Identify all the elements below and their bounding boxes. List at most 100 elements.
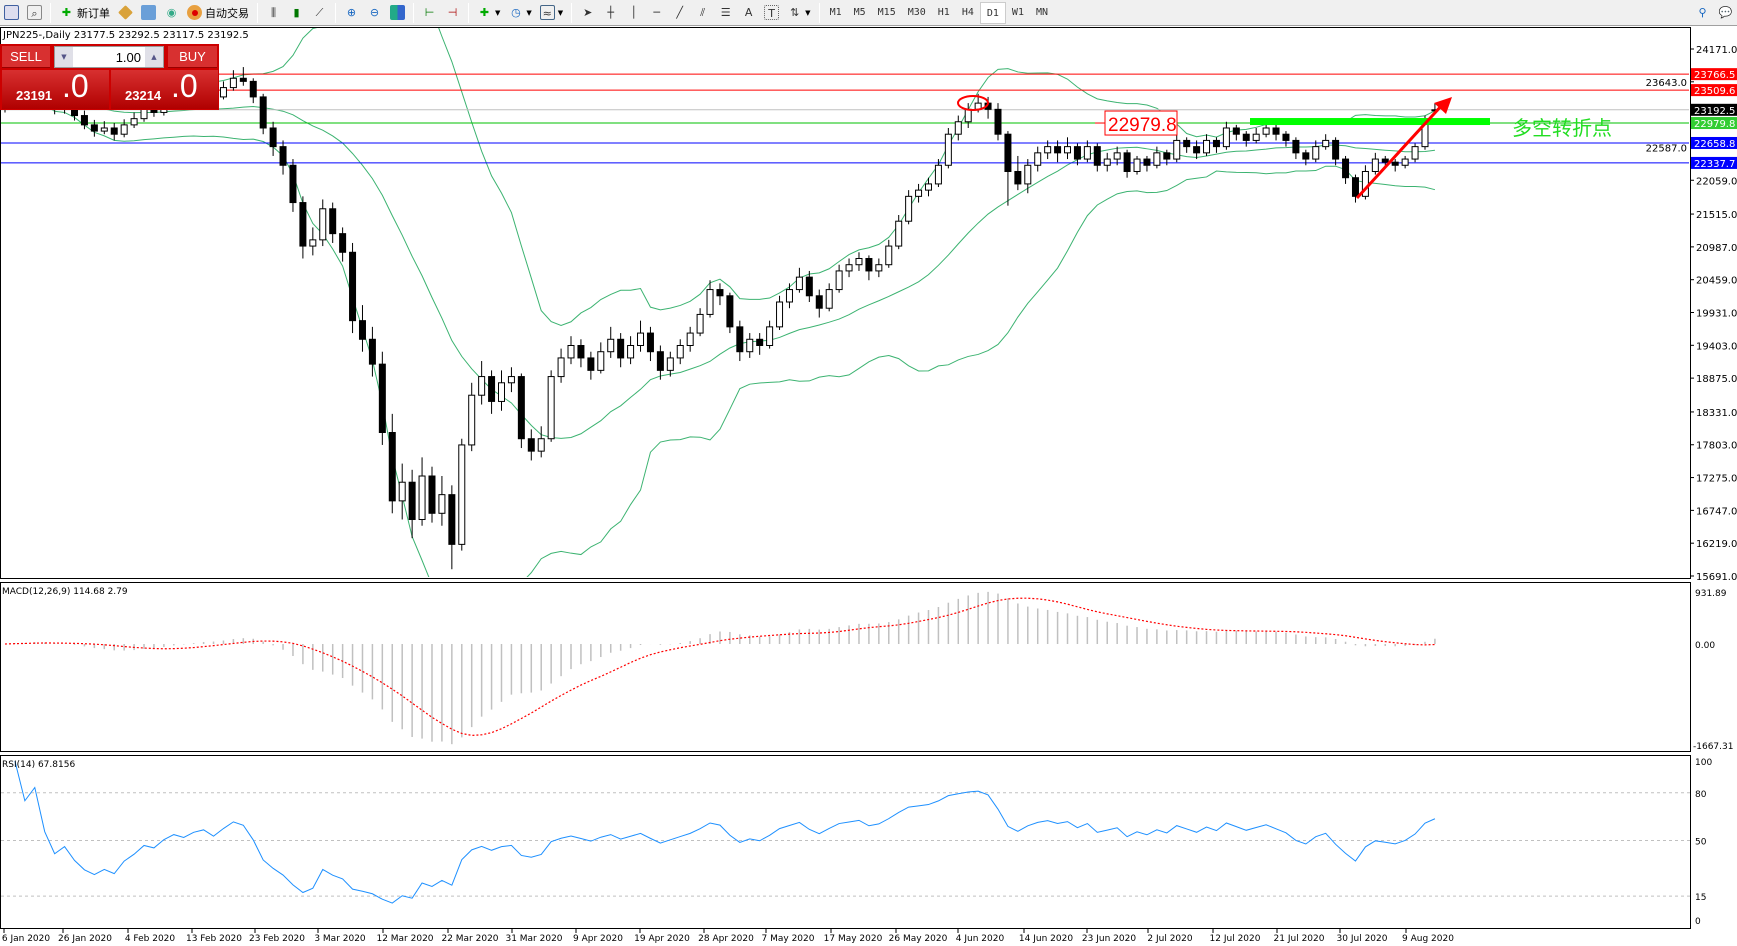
date-label: 13 Feb 2020 [186,934,242,944]
buy-button[interactable]: BUY [168,46,217,68]
periods-button[interactable]: ◷ ▼ [504,2,535,24]
sell-button[interactable]: SELL [2,46,50,68]
candle [378,351,386,445]
chat-button[interactable]: 💬 [1714,2,1737,24]
zoom-out-button[interactable]: ⊖ [363,2,386,24]
timeframe-m30[interactable]: M30 [907,6,926,18]
timeframe-d1[interactable]: D1 [979,1,1006,24]
arrow-head-icon [1434,97,1452,114]
candle-body [855,257,863,266]
crosshair-button[interactable]: ┼ [599,2,622,24]
market-watch-button[interactable] [0,2,23,24]
candle-body [120,124,128,135]
candle [1054,140,1062,163]
date-label: 26 May 2020 [889,934,948,944]
date-label: 22 Mar 2020 [441,934,498,944]
price-level-label: 22979.8 [1694,119,1735,130]
bollinger-lower-band [4,102,1436,577]
volume-increase-button[interactable]: ▲ [145,47,163,67]
candle [696,308,704,337]
volume-input[interactable] [73,49,145,65]
auto-trading-label: 自动交易 [205,6,249,20]
candle-body [130,118,138,126]
new-order-button[interactable]: ✚ 新订单 [55,2,114,24]
candle-body [915,189,923,197]
timeframe-m1[interactable]: M1 [829,6,842,18]
candle [488,370,496,414]
timeframe-h4[interactable]: H4 [961,6,974,18]
timeframe-w1[interactable]: W1 [1011,6,1024,18]
rsi-tick-label: 80 [1695,790,1707,800]
date-label: 7 May 2020 [762,934,815,944]
candle-body [954,121,962,135]
candle-body [964,108,972,123]
candle [577,339,585,368]
channel-button[interactable]: ⫽ [691,2,714,24]
navigator-button[interactable]: ⌕ [23,2,46,24]
timeframe-mn[interactable]: MN [1035,6,1049,18]
arrows-button[interactable]: ⇅ ▼ [783,2,814,24]
candle [1312,140,1320,163]
text-button[interactable]: A [737,2,760,24]
candle-body [686,332,694,346]
terminal-button[interactable] [137,2,160,24]
search-button[interactable]: ⚲ [1691,2,1714,24]
candle [1034,146,1042,172]
candlestick-button[interactable]: ▮ [285,2,308,24]
candle-body [1391,161,1399,166]
auto-trading-button[interactable]: 自动交易 [183,2,253,24]
signals-button[interactable]: ◉ [160,2,183,24]
trendline-icon: ╱ [676,6,683,19]
candle-body [656,351,664,371]
templates-button[interactable]: ≈ ▼ [536,2,567,24]
candle [895,214,903,250]
timeframe-m15[interactable]: M15 [877,6,896,18]
candle-body [100,127,108,132]
candle-body [1342,158,1350,179]
new-order-label: 新订单 [77,6,110,20]
tile-windows-button[interactable] [386,2,409,24]
candle [617,333,625,368]
text-label-icon: T [764,5,780,20]
candle [1332,137,1340,166]
timeframe-h1[interactable]: H1 [937,6,950,18]
buy-price-button[interactable]: 23214 .0 [111,68,218,109]
vertical-line-button[interactable]: │ [622,2,645,24]
rsi-line [14,760,1436,904]
zoom-in-button[interactable]: ⊕ [340,2,363,24]
candle-body [1113,152,1121,160]
sell-price-button[interactable]: 23191 .0 [2,68,109,109]
search-icon: ⚲ [1698,6,1707,19]
candle-body [1212,139,1220,148]
date-label: 9 Aug 2020 [1402,934,1454,944]
candle [299,196,307,259]
indicators-button[interactable]: ✚ ▼ [473,2,504,24]
trendline-button[interactable]: ╱ [668,2,691,24]
candle [845,258,853,278]
candle [478,361,486,405]
volume-decrease-button[interactable]: ▼ [55,47,73,67]
cursor-button[interactable]: ➤ [576,2,599,24]
candle [915,183,923,203]
candle-body [825,289,833,309]
candle-body [468,394,476,446]
candle [1064,137,1072,160]
price-tick-label: 15691.0 [1696,572,1737,583]
fibonacci-button[interactable]: ☰ [714,2,737,24]
horizontal-line-button[interactable]: ─ [645,2,668,24]
line-chart-button[interactable]: ⟋ [308,2,331,24]
chart-shift-button[interactable]: ⊣ [441,2,464,24]
text-label-button[interactable]: T [760,2,783,24]
candle-body [905,195,913,222]
auto-scroll-button[interactable]: ⊢ [418,2,441,24]
price-tick-label: 21515.0 [1696,210,1737,221]
candle [646,326,654,362]
timeframe-m5[interactable]: M5 [853,6,866,18]
macd-min-label: -1667.31 [1693,742,1733,752]
bar-chart-button[interactable]: ⫼ [262,2,285,24]
candle-body [1232,127,1240,135]
candle [885,239,893,268]
candle [517,373,525,449]
candle [1153,146,1161,169]
